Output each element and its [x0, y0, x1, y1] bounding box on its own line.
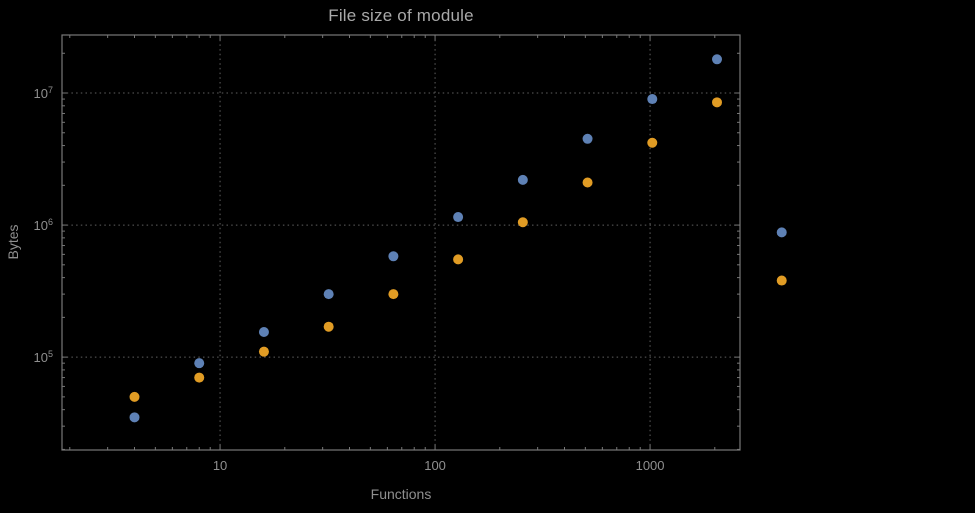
series-orange-point	[582, 177, 593, 188]
series-blue-point	[776, 227, 787, 238]
series-orange-point	[258, 346, 269, 357]
series-orange-point	[647, 137, 658, 148]
series-orange-point	[712, 97, 723, 108]
series-orange-point	[388, 289, 399, 300]
series-blue-point	[323, 289, 334, 300]
series-orange-point	[453, 254, 464, 265]
series-blue-point	[453, 212, 464, 223]
series-orange-point	[129, 391, 140, 402]
series-blue-point	[712, 54, 723, 65]
series-blue-point	[388, 251, 399, 262]
chart-title: File size of module	[328, 6, 474, 25]
series-orange-point	[323, 321, 334, 332]
series-orange-point	[517, 217, 528, 228]
series-orange-point	[776, 275, 787, 286]
x-tick-label: 1000	[635, 458, 665, 473]
series-blue-point	[647, 94, 658, 105]
series-blue-point	[194, 358, 205, 369]
y-axis-label: Bytes	[5, 224, 21, 260]
series-orange-point	[194, 372, 205, 383]
x-tick-label: 100	[424, 458, 446, 473]
y-tick-label: 106	[33, 216, 53, 234]
plot-frame	[61, 34, 741, 451]
series-blue-point	[258, 326, 269, 337]
series-blue-point	[517, 174, 528, 185]
x-tick-label: 10	[212, 458, 228, 473]
series-blue-point	[582, 133, 593, 144]
y-tick-label: 105	[33, 348, 53, 366]
y-tick-label: 107	[33, 84, 53, 102]
series-blue-point	[129, 412, 140, 423]
x-axis-label: Functions	[370, 486, 432, 502]
